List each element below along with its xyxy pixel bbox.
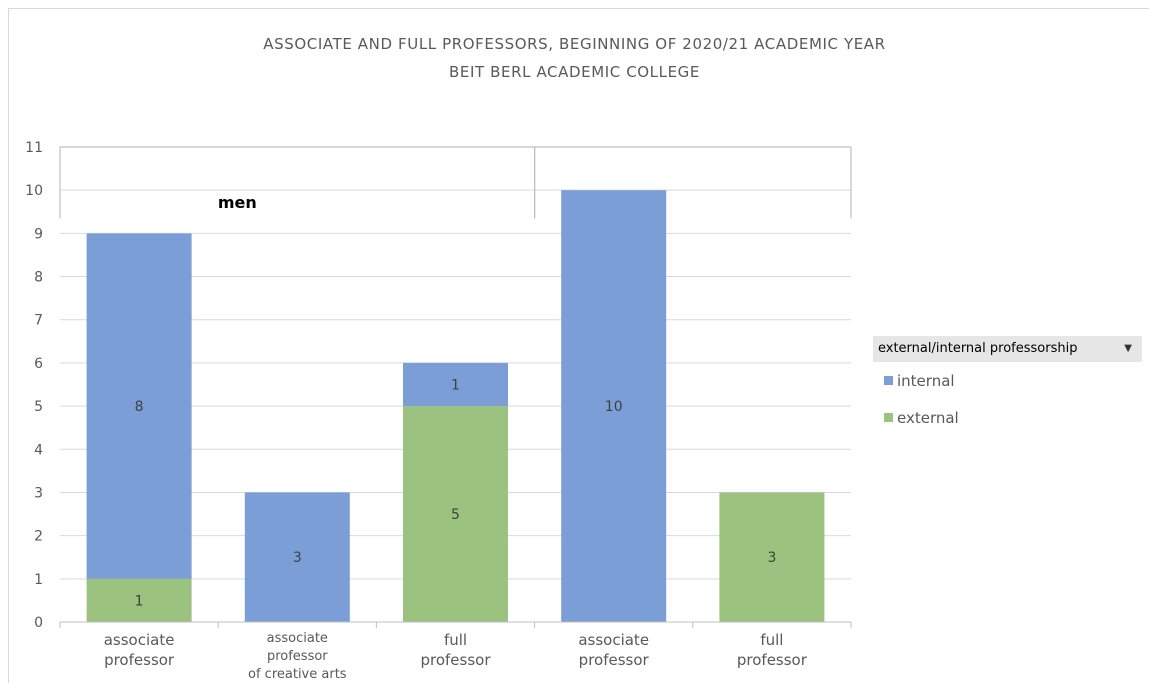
data-label-internal: 8 xyxy=(135,399,144,415)
chart-title: ASSOCIATE AND FULL PROFESSORS, BEGINNING… xyxy=(263,35,886,53)
y-tick-label: 2 xyxy=(34,529,43,545)
y-tick-label: 1 xyxy=(34,572,43,588)
x-tick-label: professor xyxy=(420,651,491,669)
y-tick-label: 6 xyxy=(34,356,43,372)
y-tick-label: 11 xyxy=(25,140,43,156)
data-label-external: 5 xyxy=(451,507,460,523)
data-label-internal: 10 xyxy=(605,399,623,415)
bar-external xyxy=(719,492,825,622)
chart-subtitle: BEIT BERL ACADEMIC COLLEGE xyxy=(449,63,700,81)
x-tick-label: of creative arts xyxy=(248,667,347,682)
x-tick-label: professor xyxy=(579,651,650,669)
x-tick-label: associate xyxy=(104,631,175,649)
x-tick-label: professor xyxy=(104,651,175,669)
data-label-internal: 1 xyxy=(451,378,460,394)
y-tick-label: 3 xyxy=(34,485,43,501)
legend-label-external: external xyxy=(897,409,959,427)
bar-internal xyxy=(403,362,508,407)
y-tick-label: 5 xyxy=(34,399,43,415)
y-tick-label: 0 xyxy=(34,615,43,631)
dropdown-arrow-icon: ▼ xyxy=(1124,343,1132,354)
x-tick-label: full xyxy=(760,631,783,649)
legend-label-internal: internal xyxy=(897,372,955,390)
bar-external xyxy=(86,578,192,622)
legend-filter-dropdown[interactable]: external/internal professorship ▼ xyxy=(873,336,1142,362)
chart-area xyxy=(8,8,1149,683)
data-label-external: 1 xyxy=(135,593,144,609)
y-tick-label: 9 xyxy=(34,226,43,242)
y-tick-label: 4 xyxy=(34,442,43,458)
legend-swatch-external xyxy=(884,413,893,422)
x-tick-label: associate xyxy=(267,631,328,646)
x-tick-label: professor xyxy=(737,651,808,669)
bar-external xyxy=(403,406,508,622)
y-tick-label: 8 xyxy=(34,270,43,286)
data-label-external: 3 xyxy=(767,550,776,566)
x-tick-label: associate xyxy=(578,631,649,649)
legend-swatch-internal xyxy=(884,376,893,385)
y-tick-label: 10 xyxy=(25,183,43,199)
group-label-men: men xyxy=(218,193,257,212)
legend-item-external: external xyxy=(884,409,959,427)
x-tick-label: professor xyxy=(267,649,328,664)
legend-header-label: external/internal professorship xyxy=(878,341,1078,356)
bar-internal xyxy=(86,233,192,579)
data-label-internal: 3 xyxy=(293,550,302,566)
legend-item-internal: internal xyxy=(884,372,955,390)
bar-internal xyxy=(244,492,350,622)
bar-internal xyxy=(561,190,667,622)
y-tick-label: 7 xyxy=(34,313,43,329)
x-tick-label: full xyxy=(444,631,467,649)
